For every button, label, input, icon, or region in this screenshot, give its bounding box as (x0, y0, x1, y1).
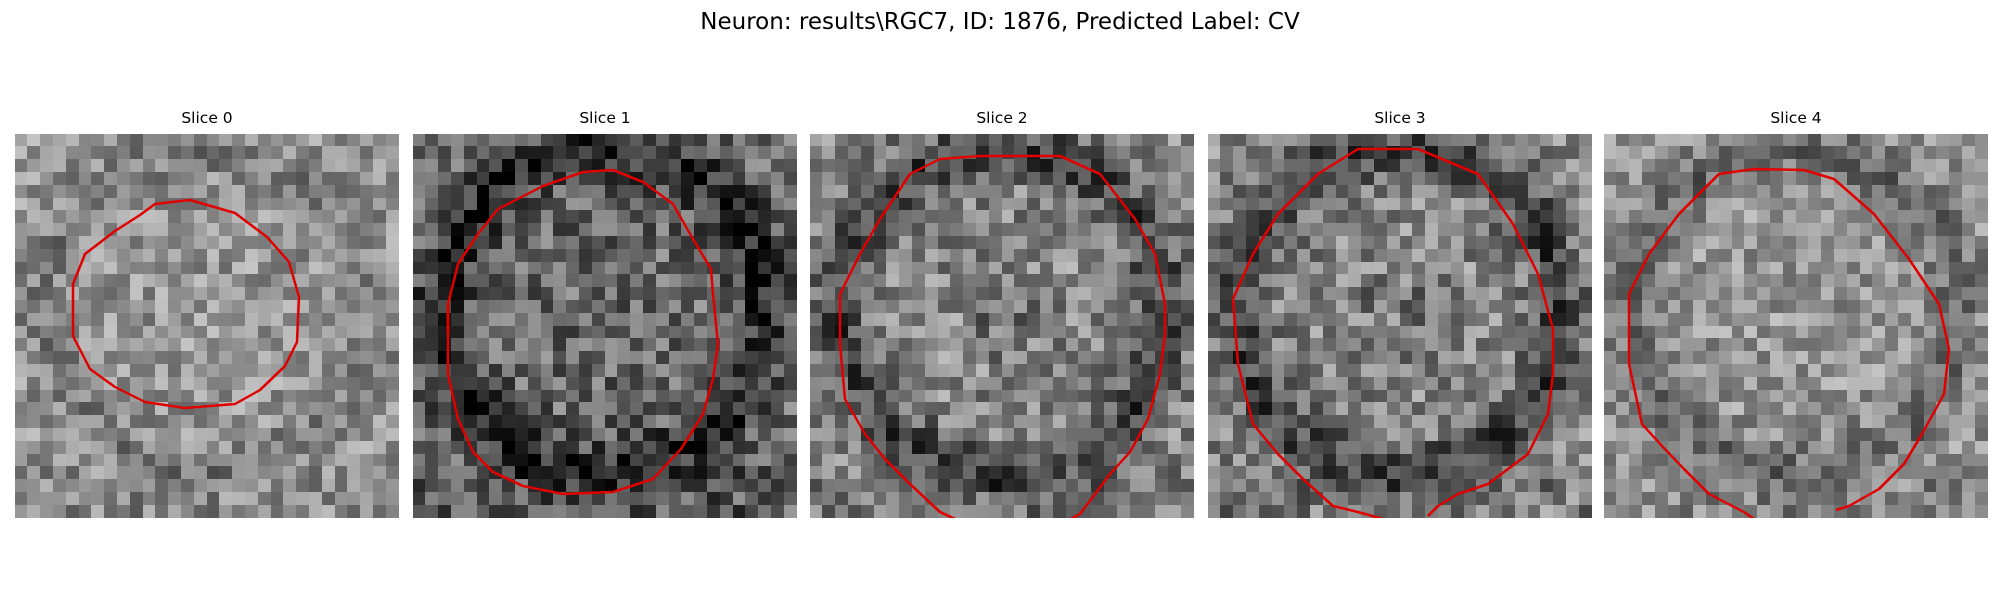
slice-panel-1: Slice 1 (413, 108, 797, 518)
slice-title: Slice 3 (1374, 109, 1426, 127)
slice-panel-0: Slice 0 (15, 108, 399, 518)
slice-panel-3: Slice 3 (1208, 108, 1592, 518)
slice-panel-4: Slice 4 (1604, 108, 1988, 518)
slice-image (1604, 134, 1988, 518)
slice-title: Slice 2 (976, 109, 1028, 127)
slice-image (15, 134, 399, 518)
figure-title: Neuron: results\RGC7, ID: 1876, Predicte… (700, 9, 1300, 35)
slice-image (810, 134, 1194, 518)
slice-image (1208, 134, 1592, 518)
slice-title: Slice 1 (579, 109, 631, 127)
slice-image (413, 134, 797, 518)
slice-title: Slice 4 (1770, 109, 1822, 127)
slice-panel-2: Slice 2 (810, 108, 1194, 518)
slice-title: Slice 0 (181, 109, 233, 127)
